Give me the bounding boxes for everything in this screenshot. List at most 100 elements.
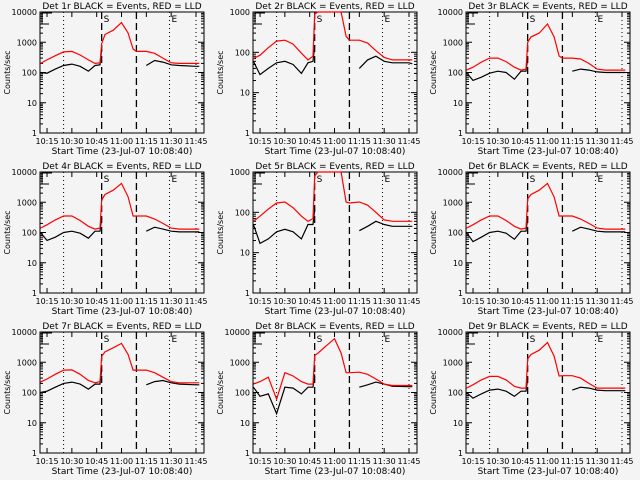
x-tick-label: 10:45 xyxy=(298,457,321,466)
y-tick-label: 10 xyxy=(240,89,250,98)
y-tick-label: 10 xyxy=(27,259,37,268)
x-tick-label: 10:15 xyxy=(36,297,59,306)
x-tick-label: 11:00 xyxy=(323,457,346,466)
x-tick-label: 11:45 xyxy=(397,457,420,466)
y-tick-label: 1 xyxy=(458,129,463,138)
panel-det-4: Det 4r BLACK = Events, RED = LLD 1 10 100 10… xyxy=(3,162,208,317)
panel-det-6: Det 6r BLACK = Events, RED = LLD 1 10 100 10… xyxy=(429,162,634,317)
y-tick-label: 1 xyxy=(245,129,250,138)
panel-det-1: Det 1r BLACK = Events, RED = LLD 1 10 100 10… xyxy=(3,2,208,157)
y-tick-label: 1000 xyxy=(17,38,37,47)
x-axis-label: Start Time (23-Jul-07 10:08:40) xyxy=(265,147,406,157)
events-series-line xyxy=(252,374,413,416)
y-axis-label: Counts/sec xyxy=(429,370,438,414)
x-tick-label: 10:15 xyxy=(462,137,485,146)
x-tick-label: 11:30 xyxy=(160,137,183,146)
y-tick-label: 10 xyxy=(453,99,463,108)
panel-title: Det 1r BLACK = Events, RED = LLD xyxy=(42,2,201,12)
y-tick-label: 1000 xyxy=(230,8,250,17)
x-tick-label: 11:00 xyxy=(536,457,559,466)
bracket-marker xyxy=(41,172,52,185)
y-tick-label: 1000 xyxy=(17,198,37,207)
bracket-marker xyxy=(41,332,52,345)
y-tick-label: 10 xyxy=(453,419,463,428)
panel-det-9: Det 9r BLACK = Events, RED = LLD 1 10 100 10… xyxy=(429,322,634,477)
x-tick-label: 11:15 xyxy=(135,297,158,306)
y-tick-label: 10000 xyxy=(225,328,250,337)
x-tick-label: 10:45 xyxy=(298,137,321,146)
x-tick-label: 11:00 xyxy=(536,137,559,146)
lld-series-line xyxy=(466,182,626,230)
lld-series-line xyxy=(466,341,626,389)
x-tick-label: 11:15 xyxy=(348,137,371,146)
y-tick-label: 1 xyxy=(245,449,250,458)
y-tick-label: 10 xyxy=(240,249,250,258)
x-tick-label: 11:00 xyxy=(323,137,346,146)
panel-det-3: Det 3r BLACK = Events, RED = LLD 1 10 100 10… xyxy=(429,2,634,157)
start-marker-label: S xyxy=(530,175,536,185)
bracket-marker xyxy=(254,332,265,345)
x-tick-label: 10:30 xyxy=(273,457,296,466)
y-tick-label: 100 xyxy=(448,229,463,238)
start-marker-label: S xyxy=(530,15,536,25)
y-tick-label: 100 xyxy=(22,69,37,78)
end-marker-label: E xyxy=(385,175,391,185)
x-tick-label: 10:30 xyxy=(273,137,296,146)
plot-frame xyxy=(252,331,418,454)
panel-title: Det 2r BLACK = Events, RED = LLD xyxy=(255,2,414,12)
panel-title: Det 5r BLACK = Events, RED = LLD xyxy=(255,162,414,172)
y-tick-label: 1 xyxy=(32,289,37,298)
y-tick-label: 10000 xyxy=(438,8,463,17)
y-tick-label: 100 xyxy=(22,229,37,238)
x-tick-label: 11:15 xyxy=(561,457,584,466)
events-series-line xyxy=(465,58,626,82)
y-tick-label: 10000 xyxy=(12,328,37,337)
y-tick-label: 100 xyxy=(235,389,250,398)
panel-title: Det 7r BLACK = Events, RED = LLD xyxy=(42,322,201,332)
x-tick-label: 10:45 xyxy=(511,137,534,146)
bracket-marker xyxy=(254,12,265,25)
y-tick-label: 100 xyxy=(22,389,37,398)
start-marker-label: S xyxy=(317,335,323,345)
x-axis-label: Start Time (23-Jul-07 10:08:40) xyxy=(52,147,193,157)
events-series-line xyxy=(252,45,413,76)
y-tick-label: 10000 xyxy=(12,168,37,177)
end-marker-label: E xyxy=(598,15,604,25)
x-tick-label: 10:30 xyxy=(60,137,83,146)
x-tick-label: 11:30 xyxy=(586,137,609,146)
lld-series-line xyxy=(40,21,200,65)
y-tick-label: 1 xyxy=(32,129,37,138)
bracket-marker xyxy=(467,172,478,185)
x-tick-label: 10:30 xyxy=(273,297,296,306)
x-tick-label: 11:30 xyxy=(586,457,609,466)
end-marker-label: E xyxy=(598,335,604,345)
x-tick-label: 11:00 xyxy=(110,457,133,466)
end-marker-label: E xyxy=(172,335,178,345)
start-marker-label: S xyxy=(317,175,323,185)
y-axis-label: Counts/sec xyxy=(3,210,12,254)
y-tick-label: 10 xyxy=(240,419,250,428)
x-tick-label: 11:45 xyxy=(610,297,633,306)
x-tick-label: 10:30 xyxy=(486,457,509,466)
y-tick-label: 1000 xyxy=(230,358,250,367)
start-marker-label: S xyxy=(104,335,110,345)
x-tick-label: 11:45 xyxy=(397,137,420,146)
end-marker-label: E xyxy=(385,335,391,345)
x-tick-label: 10:45 xyxy=(85,297,108,306)
y-axis-label: Counts/sec xyxy=(429,210,438,254)
y-tick-label: 1000 xyxy=(17,358,37,367)
plot-frame xyxy=(39,331,205,454)
y-tick-label: 1000 xyxy=(443,358,463,367)
panel-det-8: Det 8r BLACK = Events, RED = LLD 1 10 100 10… xyxy=(216,322,421,477)
x-tick-label: 11:45 xyxy=(610,137,633,146)
y-tick-label: 1 xyxy=(458,289,463,298)
y-tick-label: 10000 xyxy=(12,8,37,17)
start-marker-label: S xyxy=(104,175,110,185)
x-tick-label: 11:30 xyxy=(160,457,183,466)
panel-det-5: Det 5r BLACK = Events, RED = LLD 1 10 100 10… xyxy=(216,162,421,317)
lld-series-line xyxy=(253,337,413,402)
x-tick-label: 10:15 xyxy=(462,457,485,466)
x-tick-label: 10:15 xyxy=(36,457,59,466)
x-tick-label: 10:30 xyxy=(60,457,83,466)
y-tick-label: 1000 xyxy=(443,38,463,47)
